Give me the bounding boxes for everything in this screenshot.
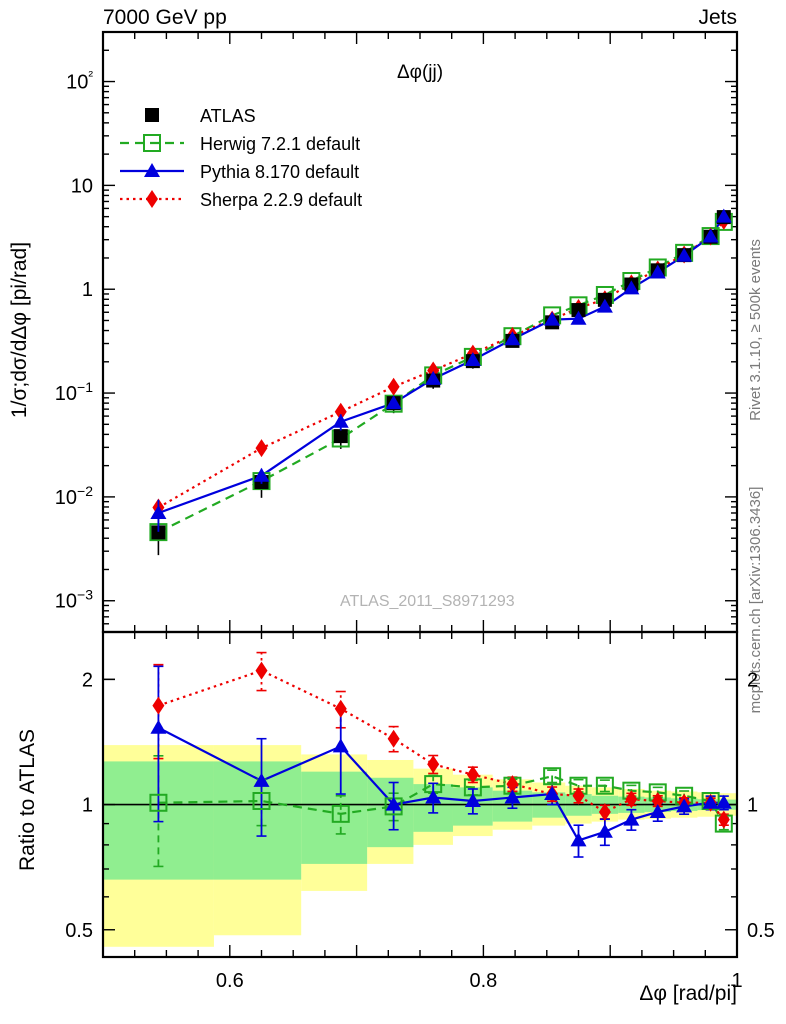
ratio-marker <box>543 767 562 786</box>
main-marker <box>571 303 586 318</box>
ratio-marker <box>598 802 611 821</box>
ratio-uncertainty-bands <box>103 745 737 947</box>
main-marker <box>151 525 166 540</box>
ratio-y-axis-label: Ratio to ATLAS <box>16 729 39 871</box>
main-marker <box>425 370 442 385</box>
ratio-marker <box>385 796 402 811</box>
legend: ATLAS Herwig 7.2.1 default Pythia 8.170 de… <box>120 106 362 210</box>
ratio-marker <box>570 832 587 847</box>
legend-marker-2 <box>144 163 160 177</box>
ratio-y-ticklabel-right: 2 <box>747 669 758 691</box>
legend-marker-0 <box>145 108 159 122</box>
ratio-marker <box>332 738 349 753</box>
ratio-marker <box>651 791 664 810</box>
ratio-marker <box>544 786 561 801</box>
main-y-ticklabel: 10² <box>66 68 93 94</box>
x-ticklabel: 0.8 <box>469 970 497 992</box>
ratio-marker <box>331 804 350 823</box>
ratio-band-inner <box>367 777 414 848</box>
main-marker <box>649 264 666 279</box>
ratio-marker <box>150 719 167 734</box>
main-y-ticklabel: 10−2 <box>55 483 93 509</box>
ratio-marker <box>387 729 400 748</box>
side-text-mcplots: mcplots.cern.ch [arXiv:1306.3436] <box>747 487 764 714</box>
legend-marker-3 <box>146 190 158 208</box>
main-marker <box>333 429 348 444</box>
ratio-marker <box>717 810 730 829</box>
ratio-marker <box>252 791 271 810</box>
main-marker <box>570 310 587 325</box>
legend-marker-1 <box>143 134 161 152</box>
main-marker <box>334 402 347 421</box>
main-marker <box>387 377 400 396</box>
main-y-ticklabel: 10−1 <box>55 379 93 405</box>
ratio-marker <box>152 696 165 715</box>
main-marker <box>623 280 640 295</box>
legend-label-2: Pythia 8.170 default <box>200 162 359 182</box>
ratio-panel-series <box>149 651 733 868</box>
ratio-marker <box>649 803 666 818</box>
side-text-rivet: Rivet 3.1.10, ≥ 500k events <box>747 239 764 421</box>
ratio-marker <box>253 772 270 787</box>
analysis-watermark: ATLAS_2011_S8971293 <box>340 593 515 610</box>
main-marker <box>544 311 561 326</box>
main-panel-series <box>149 208 733 556</box>
x-ticklabel: 1 <box>731 970 742 992</box>
panel-frames <box>101 30 739 959</box>
header-beam-label: 7000 GeV pp <box>103 6 227 29</box>
main-marker <box>676 247 693 262</box>
ratio-marker <box>466 765 479 784</box>
x-axis-label: Δφ [rad/pi] <box>639 982 737 1005</box>
ratio-y-ticklabel-right: 1 <box>747 795 758 817</box>
ratio-marker <box>676 798 693 813</box>
ratio-marker <box>464 792 481 807</box>
main-marker <box>253 467 270 482</box>
ratio-panel-frame <box>101 630 739 959</box>
ratio-marker <box>334 699 347 718</box>
main-marker <box>464 352 481 367</box>
ratio-y-ticklabel-left: 0.5 <box>65 920 93 942</box>
ratio-marker <box>572 786 585 805</box>
header-process-label: Jets <box>698 6 737 29</box>
main-y-ticklabel: 1 <box>82 279 93 301</box>
main-marker <box>715 208 732 223</box>
ratio-marker <box>504 789 521 804</box>
ratio-marker <box>149 793 168 812</box>
ratio-marker <box>255 661 268 680</box>
main-marker <box>702 228 719 243</box>
ratio-y-ticklabel-left: 2 <box>82 669 93 691</box>
main-marker <box>504 331 521 346</box>
ratio-marker <box>506 775 519 794</box>
ratio-marker <box>425 789 442 804</box>
legend-label-1: Herwig 7.2.1 default <box>200 134 360 154</box>
ratio-marker <box>625 790 638 809</box>
ratio-y-ticklabel-left: 1 <box>82 795 93 817</box>
ratio-marker <box>623 811 640 826</box>
ratio-marker <box>595 776 614 795</box>
main-marker <box>596 298 613 313</box>
ratio-marker <box>596 823 613 838</box>
main-y-ticklabel: 10 <box>71 175 93 197</box>
ratio-marker <box>715 794 732 809</box>
legend-label-3: Sherpa 2.2.9 default <box>200 190 362 210</box>
main-marker <box>332 413 349 428</box>
plot-title: Δφ(jj) <box>397 62 443 83</box>
ratio-marker <box>702 794 719 809</box>
ratio-band-inner <box>301 771 368 864</box>
main-marker <box>385 395 402 410</box>
legend-label-0: ATLAS <box>200 106 256 126</box>
x-ticklabel: 0.6 <box>216 970 244 992</box>
main-y-axis-label: 1/σ;dσ/dΔφ [pi/rad] <box>8 242 31 418</box>
ratio-y-ticklabel-right: 0.5 <box>747 920 775 942</box>
main-marker <box>255 439 268 458</box>
main-y-ticklabel: 10−3 <box>55 587 93 613</box>
main-marker <box>150 504 167 519</box>
ratio-marker <box>427 755 440 774</box>
axis-tick-labels: 10−3 10−2 10−1 1 10 10² 0.6 0.8 1 0.5 0.5 1 1 2 2 <box>55 68 775 992</box>
